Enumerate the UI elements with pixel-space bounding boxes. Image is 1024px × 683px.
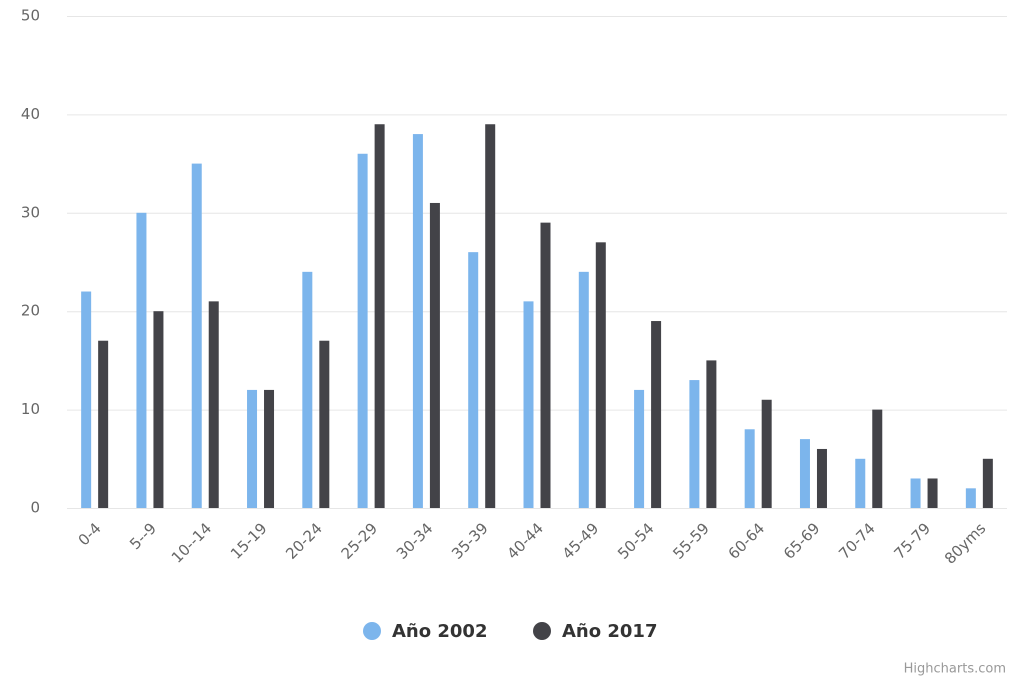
legend-label: Año 2002 — [392, 621, 487, 642]
bar — [412, 134, 423, 508]
bar — [302, 271, 313, 508]
y-tick-label: 50 — [21, 7, 40, 25]
bar — [247, 389, 258, 508]
bar — [264, 389, 275, 508]
bar — [319, 340, 330, 508]
bar — [523, 301, 534, 508]
bar — [816, 448, 827, 508]
x-tick-label: 50-54 — [614, 519, 658, 563]
x-tick-label: 65-69 — [780, 519, 824, 563]
credits: Highcharts.com — [904, 662, 1006, 677]
y-tick-label: 0 — [30, 499, 40, 517]
bar — [191, 163, 202, 508]
bar — [634, 389, 645, 508]
bar — [485, 124, 496, 509]
bar — [357, 153, 368, 508]
x-tick-label: 0-4 — [75, 519, 105, 549]
x-tick-label: 15-19 — [227, 519, 271, 563]
bar — [872, 409, 883, 508]
x-tick-label: 10--14 — [168, 519, 215, 566]
y-tick-label: 10 — [21, 400, 40, 418]
x-tick-label: 60-64 — [725, 519, 769, 563]
bar — [429, 202, 440, 508]
x-tick-label: 30-34 — [393, 519, 437, 563]
y-tick-label: 30 — [21, 203, 40, 221]
bar — [98, 340, 109, 508]
bar — [468, 252, 479, 508]
bar — [374, 124, 385, 509]
x-tick-label: 20-24 — [282, 519, 326, 563]
bar — [910, 478, 921, 508]
bar — [927, 478, 938, 508]
legend-marker — [363, 622, 381, 640]
x-tick-label: 55-59 — [669, 519, 713, 563]
bar — [208, 301, 219, 508]
x-tick-label: 5--9 — [126, 519, 160, 553]
bar — [855, 458, 866, 508]
x-tick-label: 75-79 — [891, 519, 935, 563]
x-tick-label: 80yms — [941, 519, 989, 567]
bar — [651, 321, 662, 508]
bar — [761, 399, 772, 508]
bar — [540, 222, 551, 508]
bar — [595, 242, 606, 508]
x-tick-label: 70-74 — [835, 519, 879, 563]
bar — [982, 458, 993, 508]
y-tick-label: 40 — [21, 105, 40, 123]
x-tick-label: 40-44 — [503, 519, 547, 563]
legend-marker — [533, 622, 551, 640]
legend-label: Año 2017 — [562, 621, 657, 642]
bar — [578, 271, 589, 508]
bar — [136, 212, 147, 509]
bar — [81, 291, 92, 508]
x-tick-label: 25-29 — [338, 519, 382, 563]
bar — [744, 429, 755, 508]
x-tick-label: 45-49 — [559, 519, 603, 563]
bar — [965, 488, 976, 508]
y-tick-label: 20 — [21, 302, 40, 320]
bar — [689, 380, 700, 508]
bar — [153, 311, 164, 508]
bar — [706, 360, 717, 508]
bar — [799, 439, 810, 508]
x-tick-label: 35-39 — [448, 519, 492, 563]
